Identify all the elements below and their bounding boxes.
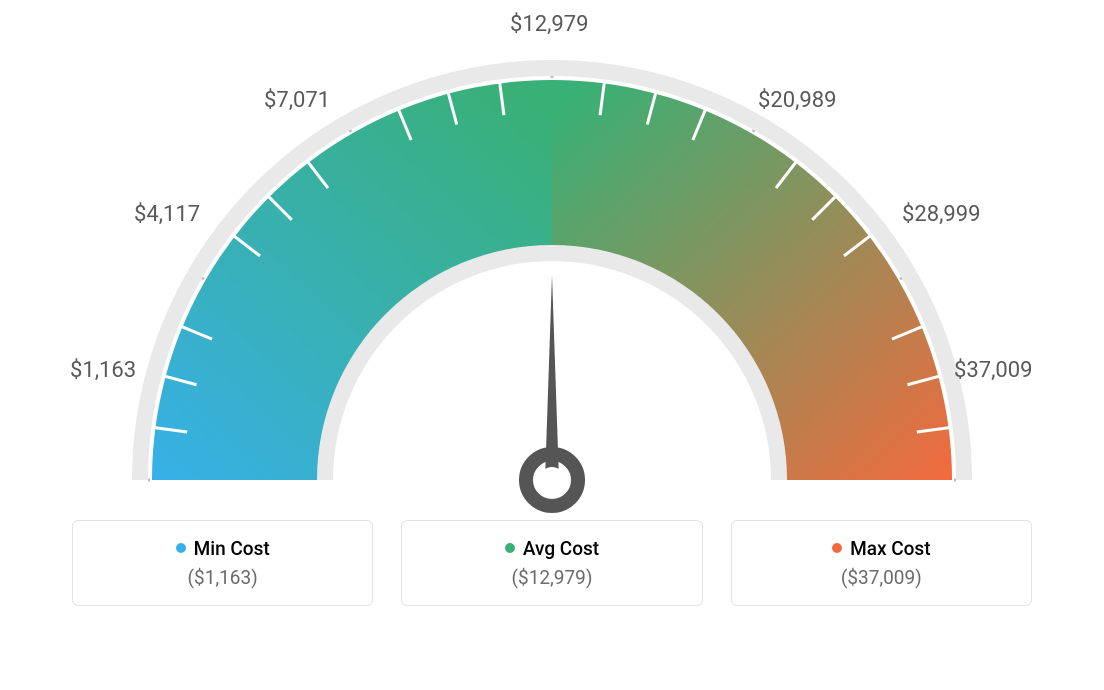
gauge-tick-label: $12,979: [510, 12, 589, 37]
card-min-cost: Min Cost ($1,163): [72, 520, 373, 606]
legend-row: Min Cost ($1,163) Avg Cost ($12,979) Max…: [72, 520, 1032, 606]
dot-max: [832, 543, 842, 553]
card-max-cost: Max Cost ($37,009): [731, 520, 1032, 606]
gauge-tick-label: $1,163: [70, 358, 136, 383]
card-avg-value: ($12,979): [420, 566, 683, 589]
card-avg-label: Avg Cost: [420, 537, 683, 560]
card-max-value: ($37,009): [750, 566, 1013, 589]
dot-avg: [505, 543, 515, 553]
dot-min: [176, 543, 186, 553]
gauge-tick-label: $4,117: [134, 202, 200, 227]
gauge-tick-label: $37,009: [954, 358, 1033, 383]
card-avg-cost: Avg Cost ($12,979): [401, 520, 702, 606]
cost-gauge-widget: $1,163 $4,117 $7,071 $12,979 $20,989 $28,999 $…: [0, 0, 1104, 690]
gauge-tick-label: $7,071: [264, 88, 330, 113]
gauge-tick-label: $20,989: [758, 88, 837, 113]
card-max-label: Max Cost: [750, 537, 1013, 560]
gauge-area: $1,163 $4,117 $7,071 $12,979 $20,989 $28,999 $…: [52, 10, 1052, 530]
gauge-tick-label: $28,999: [902, 202, 981, 227]
card-min-label-text: Min Cost: [194, 537, 270, 560]
gauge-svg: [52, 10, 1052, 530]
card-avg-label-text: Avg Cost: [523, 537, 599, 560]
card-min-label: Min Cost: [91, 537, 354, 560]
card-min-value: ($1,163): [91, 566, 354, 589]
card-max-label-text: Max Cost: [850, 537, 930, 560]
